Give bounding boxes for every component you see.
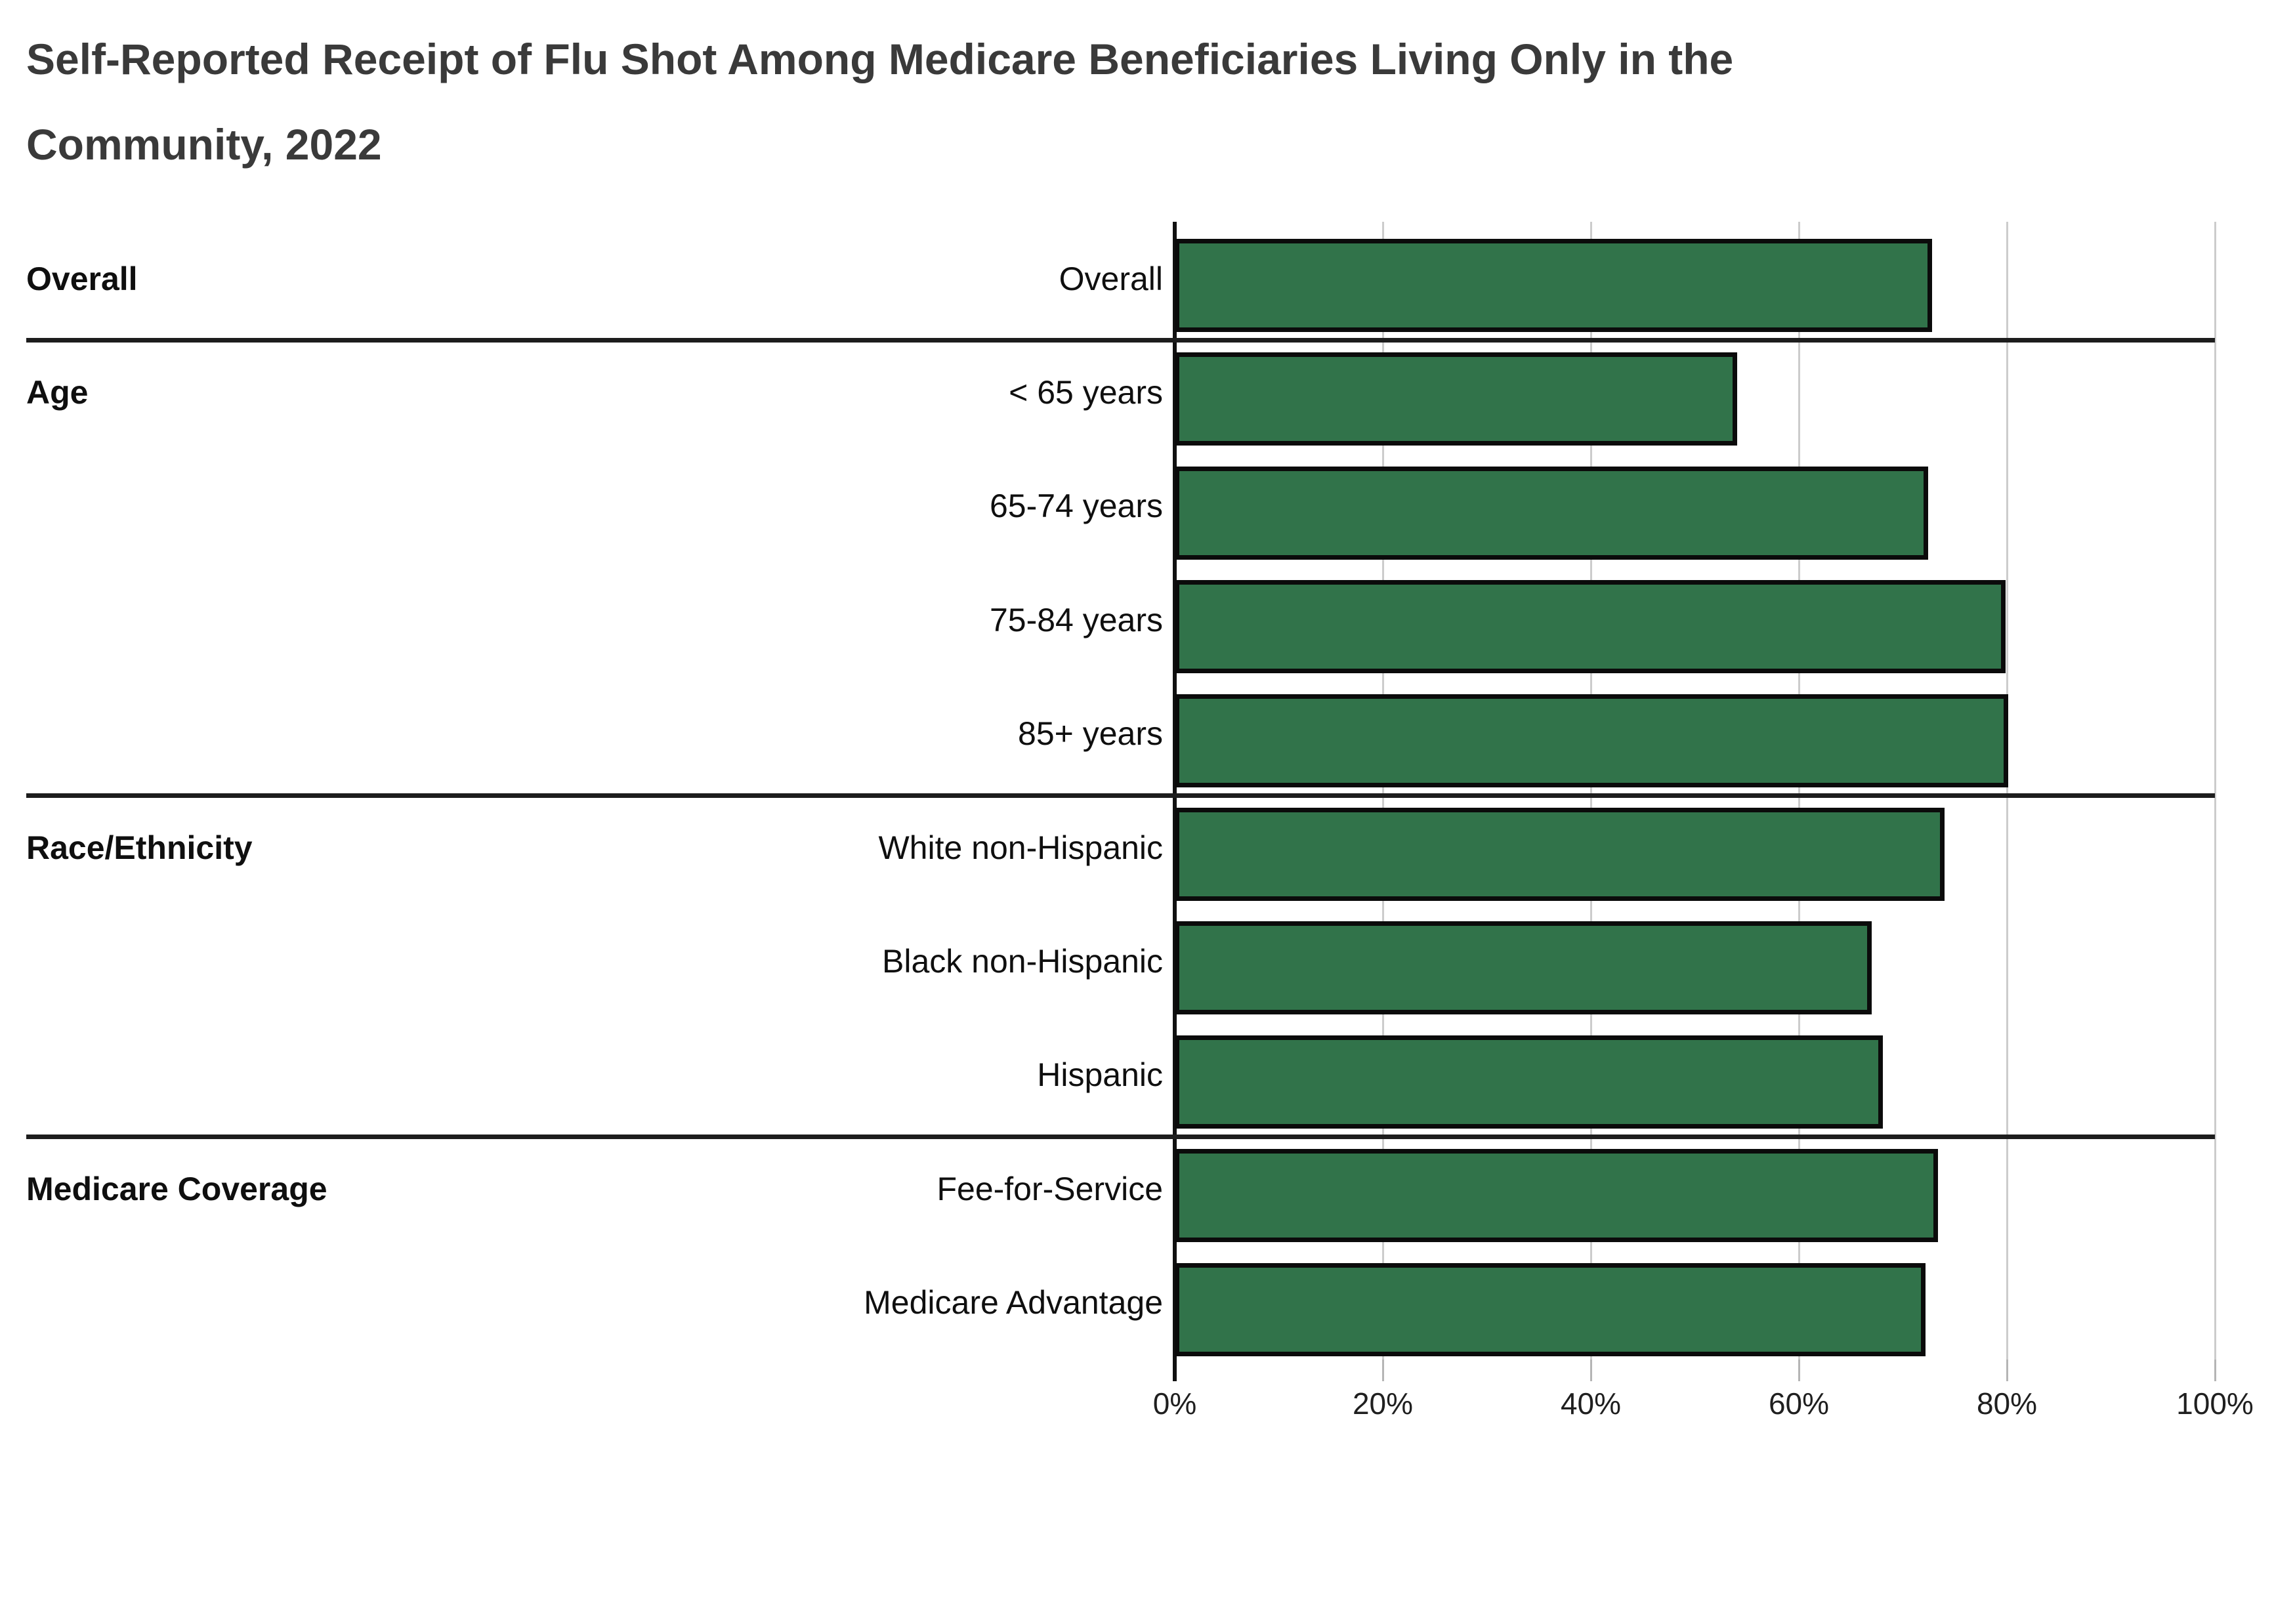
x-tick-mark-80 bbox=[2006, 1360, 2008, 1381]
section-divider bbox=[26, 1135, 2215, 1140]
x-tick-label-20: 20% bbox=[1352, 1386, 1414, 1421]
bar bbox=[1175, 1035, 1884, 1129]
row-label: Fee-for-Service bbox=[937, 1170, 1163, 1207]
group-label-medicare-coverage: Medicare Coverage bbox=[26, 1170, 327, 1207]
bar bbox=[1175, 694, 2008, 787]
bar bbox=[1175, 580, 2006, 674]
x-tick-label-60: 60% bbox=[1768, 1386, 1830, 1421]
chart-title-line-1: Self-Reported Receipt of Flu Shot Among … bbox=[26, 35, 1734, 83]
row-label: < 65 years bbox=[1009, 374, 1163, 411]
x-tick-label-80: 80% bbox=[1976, 1386, 2038, 1421]
bar bbox=[1175, 239, 1932, 332]
x-tick-mark-60 bbox=[1798, 1360, 1800, 1381]
bar bbox=[1175, 921, 1872, 1015]
chart-title: Self-Reported Receipt of Flu Shot Among … bbox=[26, 16, 1733, 187]
gridline-80 bbox=[2006, 222, 2008, 1360]
gridline-40 bbox=[1590, 222, 1592, 1360]
bar bbox=[1175, 466, 1928, 560]
gridline-100 bbox=[2214, 222, 2216, 1360]
chart-title-line-2: Community, 2022 bbox=[26, 120, 382, 169]
row-label: 75-84 years bbox=[989, 601, 1163, 638]
group-label-race-ethnicity: Race/Ethnicity bbox=[26, 829, 253, 866]
group-label-age: Age bbox=[26, 374, 89, 411]
bar bbox=[1175, 1262, 1926, 1356]
row-label: Black non-Hispanic bbox=[882, 943, 1163, 980]
row-label: Medicare Advantage bbox=[864, 1284, 1163, 1322]
row-label: 65-74 years bbox=[989, 488, 1163, 525]
row-label: Hispanic bbox=[1037, 1056, 1163, 1094]
gridline-60 bbox=[1798, 222, 1800, 1360]
bar bbox=[1175, 1149, 1939, 1243]
x-tick-label-0: 0% bbox=[1152, 1386, 1197, 1421]
row-label: Overall bbox=[1059, 260, 1163, 297]
x-tick-label-100: 100% bbox=[2176, 1386, 2254, 1421]
y-axis-line bbox=[1173, 222, 1177, 1381]
section-divider bbox=[26, 793, 2215, 798]
bar bbox=[1175, 352, 1738, 446]
x-tick-label-40: 40% bbox=[1560, 1386, 1622, 1421]
gridline-20 bbox=[1382, 222, 1384, 1360]
x-tick-mark-20 bbox=[1382, 1360, 1384, 1381]
group-label-overall: Overall bbox=[26, 260, 138, 297]
section-divider bbox=[26, 338, 2215, 343]
x-tick-mark-100 bbox=[2214, 1360, 2216, 1381]
row-label: 85+ years bbox=[1018, 715, 1163, 753]
bar bbox=[1175, 808, 1945, 901]
row-label: White non-Hispanic bbox=[878, 829, 1163, 866]
x-tick-mark-40 bbox=[1590, 1360, 1592, 1381]
